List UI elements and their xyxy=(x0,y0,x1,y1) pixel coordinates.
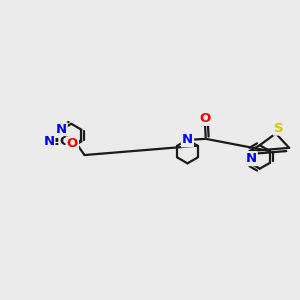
Text: N: N xyxy=(246,152,257,165)
Text: N: N xyxy=(44,135,55,148)
Text: C: C xyxy=(59,135,69,148)
Text: N: N xyxy=(56,123,67,136)
Text: N: N xyxy=(182,134,193,146)
Text: S: S xyxy=(274,122,283,135)
Text: O: O xyxy=(67,137,78,150)
Text: O: O xyxy=(199,112,210,125)
